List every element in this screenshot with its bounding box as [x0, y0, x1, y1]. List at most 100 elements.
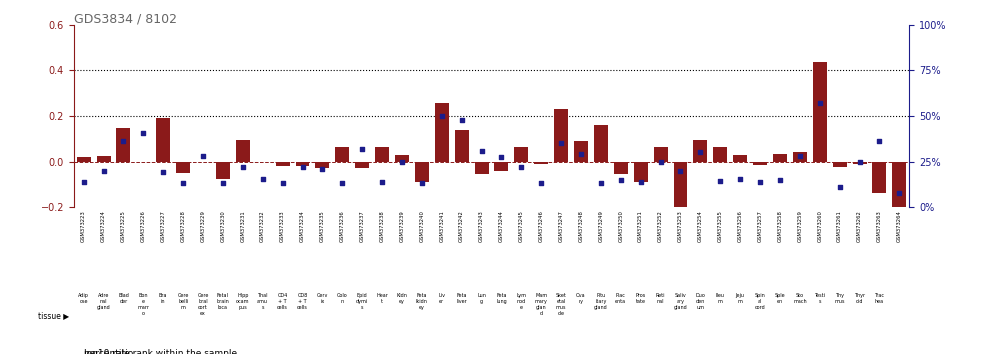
Text: GSM373256: GSM373256: [737, 211, 743, 242]
Point: [553, 141, 569, 146]
Text: Pros
tate: Pros tate: [636, 293, 646, 304]
Text: Reti
nal: Reti nal: [656, 293, 665, 304]
Bar: [335, 147, 349, 161]
Text: GSM373259: GSM373259: [797, 211, 802, 242]
Text: GSM373230: GSM373230: [220, 211, 225, 242]
Point: [872, 139, 888, 144]
Point: [513, 164, 529, 170]
Text: Lym
nod
e: Lym nod e: [516, 293, 526, 310]
Text: Thy
mus: Thy mus: [835, 293, 845, 304]
Bar: [275, 161, 290, 166]
Text: GSM373260: GSM373260: [817, 211, 822, 242]
Text: GSM373232: GSM373232: [260, 211, 265, 242]
Text: GSM373264: GSM373264: [896, 211, 901, 242]
Point: [116, 138, 132, 143]
Text: Thyr
oid: Thyr oid: [854, 293, 865, 304]
Text: GSM373225: GSM373225: [121, 211, 126, 242]
Bar: [156, 118, 170, 161]
Text: GSM373229: GSM373229: [201, 211, 205, 242]
Text: Sple
en: Sple en: [775, 293, 785, 304]
Text: GSM373253: GSM373253: [678, 211, 683, 242]
Text: GSM373237: GSM373237: [360, 211, 365, 242]
Point: [692, 149, 708, 155]
Text: Cerv
ix: Cerv ix: [317, 293, 328, 304]
Text: Thal
amu
s: Thal amu s: [258, 293, 268, 310]
Text: GSM373248: GSM373248: [579, 211, 584, 242]
Text: Feta
lung: Feta lung: [496, 293, 507, 304]
Point: [474, 148, 490, 153]
Bar: [355, 161, 370, 169]
Text: GDS3834 / 8102: GDS3834 / 8102: [74, 12, 177, 25]
Text: GSM373234: GSM373234: [300, 211, 305, 242]
Text: Trac
hea: Trac hea: [875, 293, 885, 304]
Point: [493, 154, 509, 160]
Text: Hipp
ocam
pus: Hipp ocam pus: [236, 293, 250, 310]
Text: Sto
mach: Sto mach: [793, 293, 807, 304]
Bar: [236, 140, 250, 161]
Text: Bon
e
marr
o: Bon e marr o: [138, 293, 149, 316]
Text: Mam
mary
glan
d: Mam mary glan d: [535, 293, 548, 316]
Point: [155, 170, 171, 175]
Text: GSM373227: GSM373227: [161, 211, 166, 242]
Bar: [893, 161, 906, 208]
Bar: [574, 141, 588, 161]
Text: GSM373252: GSM373252: [658, 211, 664, 242]
Text: Fetal
brain
loca: Fetal brain loca: [216, 293, 229, 310]
Text: GSM373261: GSM373261: [838, 211, 842, 242]
Point: [394, 159, 410, 164]
Bar: [594, 125, 607, 161]
Text: log10 ratio: log10 ratio: [84, 349, 133, 354]
Text: GSM373231: GSM373231: [240, 211, 246, 242]
Point: [454, 117, 470, 122]
Bar: [77, 157, 90, 161]
Point: [752, 179, 768, 184]
Text: Cere
belli
m: Cere belli m: [178, 293, 189, 310]
Bar: [773, 154, 787, 161]
Point: [772, 177, 787, 183]
Text: GSM373236: GSM373236: [340, 211, 345, 242]
Text: GSM373223: GSM373223: [82, 211, 87, 242]
Point: [215, 181, 231, 186]
Text: GSM373228: GSM373228: [181, 211, 186, 242]
Bar: [733, 155, 747, 161]
Point: [732, 176, 748, 182]
Bar: [216, 161, 230, 179]
Text: Feta
lkidn
ey: Feta lkidn ey: [416, 293, 428, 310]
Bar: [415, 161, 429, 182]
Bar: [296, 161, 310, 166]
Bar: [554, 109, 568, 161]
Point: [613, 177, 629, 183]
Text: GSM373249: GSM373249: [599, 211, 604, 242]
Bar: [316, 161, 329, 169]
Text: tissue ▶: tissue ▶: [37, 312, 69, 320]
Text: Adre
nal
gland: Adre nal gland: [96, 293, 110, 310]
Text: GSM373257: GSM373257: [758, 211, 763, 242]
Text: Bra
in: Bra in: [159, 293, 167, 304]
Bar: [714, 147, 727, 161]
Text: Saliv
ary
gland: Saliv ary gland: [673, 293, 687, 310]
Text: Hear
t: Hear t: [376, 293, 388, 304]
Bar: [455, 130, 469, 161]
Point: [573, 152, 589, 157]
Point: [274, 181, 291, 186]
Text: GSM373263: GSM373263: [877, 211, 882, 242]
Text: GSM373226: GSM373226: [141, 211, 145, 242]
Text: CD8
+ T
cells: CD8 + T cells: [297, 293, 308, 310]
Text: percentile rank within the sample: percentile rank within the sample: [84, 349, 237, 354]
Text: GSM373239: GSM373239: [399, 211, 404, 242]
Text: GSM373233: GSM373233: [280, 211, 285, 242]
Bar: [535, 161, 549, 164]
Text: GSM373242: GSM373242: [459, 211, 464, 242]
Text: Ova
ry: Ova ry: [576, 293, 586, 304]
Point: [196, 153, 211, 159]
Bar: [813, 62, 827, 161]
Text: GSM373251: GSM373251: [638, 211, 643, 242]
Text: Adip
ose: Adip ose: [79, 293, 89, 304]
Text: GSM373262: GSM373262: [857, 211, 862, 242]
Point: [593, 181, 608, 186]
Point: [792, 153, 808, 159]
Point: [414, 181, 430, 186]
Bar: [176, 161, 190, 173]
Text: GSM373243: GSM373243: [479, 211, 484, 242]
Text: Cere
bral
cort
ex: Cere bral cort ex: [198, 293, 208, 316]
